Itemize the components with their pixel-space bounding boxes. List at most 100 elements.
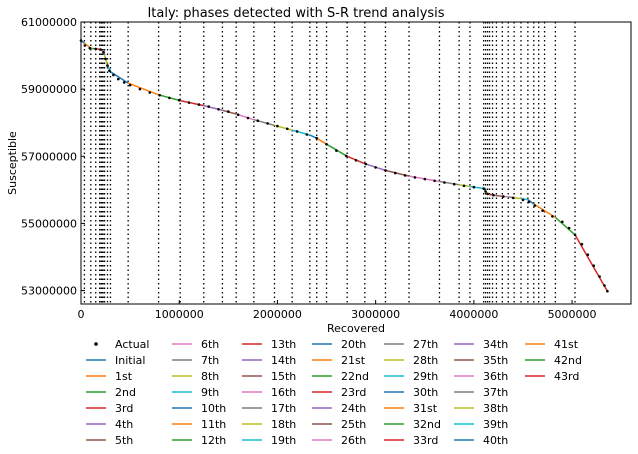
- actual-point: [88, 46, 92, 50]
- actual-point: [561, 220, 564, 224]
- legend: Actual Initial 1st 2nd 3rd 4th 5th 6th 7th 8th 9th…: [86, 338, 582, 447]
- actual-point: [187, 101, 191, 104]
- actual-point: [148, 91, 152, 94]
- actual-point: [246, 116, 250, 120]
- legend-label: 6th: [201, 338, 219, 351]
- actual-point: [104, 57, 107, 61]
- actual-point: [482, 187, 486, 190]
- actual-point: [168, 96, 171, 100]
- legend-marker: [94, 342, 98, 346]
- legend-label: 30th: [413, 386, 438, 399]
- y-axis-label: Susceptible: [6, 131, 19, 195]
- actual-point: [423, 177, 427, 181]
- legend-label: 36th: [483, 370, 508, 383]
- actual-point: [227, 110, 230, 113]
- actual-point: [94, 47, 97, 51]
- actual-point: [472, 185, 476, 189]
- series-line-38th: [513, 196, 522, 200]
- actual-point: [256, 119, 260, 122]
- legend-label: Actual: [115, 338, 149, 351]
- x-tick-label: 1000000: [155, 308, 204, 321]
- actual-point: [122, 81, 126, 84]
- legend-label: 34th: [483, 338, 508, 351]
- actual-point: [573, 233, 577, 237]
- actual-point: [384, 169, 387, 172]
- actual-point: [112, 73, 115, 77]
- actual-point: [580, 242, 584, 246]
- legend-label: 24th: [341, 402, 366, 415]
- legend-label: 27th: [413, 338, 438, 351]
- actual-point: [286, 127, 289, 131]
- actual-point: [217, 108, 220, 111]
- actual-point: [592, 264, 595, 268]
- legend-label: Initial: [115, 354, 145, 367]
- legend-label: 37th: [483, 386, 508, 399]
- legend-label: 29th: [413, 370, 438, 383]
- actual-point: [305, 133, 309, 136]
- actual-point: [197, 103, 201, 106]
- actual-point: [354, 159, 358, 162]
- y-tick-label: 53000000: [21, 285, 77, 298]
- legend-label: 43rd: [554, 370, 579, 383]
- actual-point: [527, 200, 531, 204]
- series-line-40th: [527, 198, 535, 205]
- actual-point: [586, 253, 590, 256]
- legend-label: 28th: [413, 354, 438, 367]
- legend-label: 3rd: [115, 402, 133, 415]
- actual-point: [158, 93, 161, 97]
- legend-label: 1st: [115, 370, 133, 383]
- legend-label: 32nd: [413, 418, 441, 431]
- actual-point: [315, 136, 319, 140]
- plot-frame: [80, 21, 632, 305]
- series-line-43rd: [574, 234, 609, 292]
- actual-point: [108, 69, 111, 72]
- series-line-21st: [316, 137, 327, 145]
- x-tick-label: 2000000: [253, 308, 302, 321]
- actual-point: [502, 195, 505, 198]
- actual-point: [207, 105, 210, 108]
- legend-label: 9th: [201, 386, 219, 399]
- legend-label: 38th: [483, 402, 508, 415]
- legend-label: 33rd: [413, 434, 438, 447]
- actual-point: [486, 192, 489, 196]
- actual-point: [452, 182, 456, 186]
- chart-title: Italy: phases detected with S-R trend an…: [147, 6, 444, 21]
- legend-label: 35th: [483, 354, 508, 367]
- legend-label: 31st: [413, 402, 438, 415]
- actual-point: [541, 209, 544, 212]
- actual-point: [335, 149, 338, 152]
- legend-label: 39th: [483, 418, 508, 431]
- x-axis: 0 1000000 2000000 3000000 4000000 5000000: [78, 300, 597, 321]
- actual-point: [236, 113, 240, 116]
- legend-label: 17th: [271, 402, 296, 415]
- legend-label: 40th: [483, 434, 508, 447]
- series-line-42nd: [554, 216, 576, 236]
- legend-label: 11th: [201, 418, 226, 431]
- legend-label: 16th: [271, 386, 296, 399]
- legend-label: 10th: [201, 402, 226, 415]
- y-tick-label: 61000000: [21, 16, 77, 29]
- actual-point: [102, 50, 105, 54]
- actual-point: [443, 181, 446, 184]
- actual-point: [492, 193, 495, 197]
- actual-point: [433, 179, 436, 183]
- actual-point: [138, 87, 142, 91]
- legend-label: 21st: [341, 354, 366, 367]
- legend-label: 14th: [271, 354, 296, 367]
- actual-point: [413, 176, 417, 179]
- legend-label: 12th: [201, 434, 226, 447]
- actual-point: [462, 184, 466, 188]
- actual-point: [606, 289, 609, 293]
- y-tick-label: 55000000: [21, 217, 77, 230]
- actual-point: [533, 204, 537, 207]
- legend-label: 13th: [271, 338, 296, 351]
- series-line-35th: [496, 194, 503, 197]
- x-axis-label: Recovered: [327, 322, 385, 335]
- actual-point: [276, 124, 279, 128]
- actual-point: [99, 48, 102, 51]
- series-line-10th: [110, 71, 129, 84]
- legend-label: 26th: [341, 434, 366, 447]
- legend-label: 2nd: [115, 386, 136, 399]
- actual-point: [551, 215, 554, 218]
